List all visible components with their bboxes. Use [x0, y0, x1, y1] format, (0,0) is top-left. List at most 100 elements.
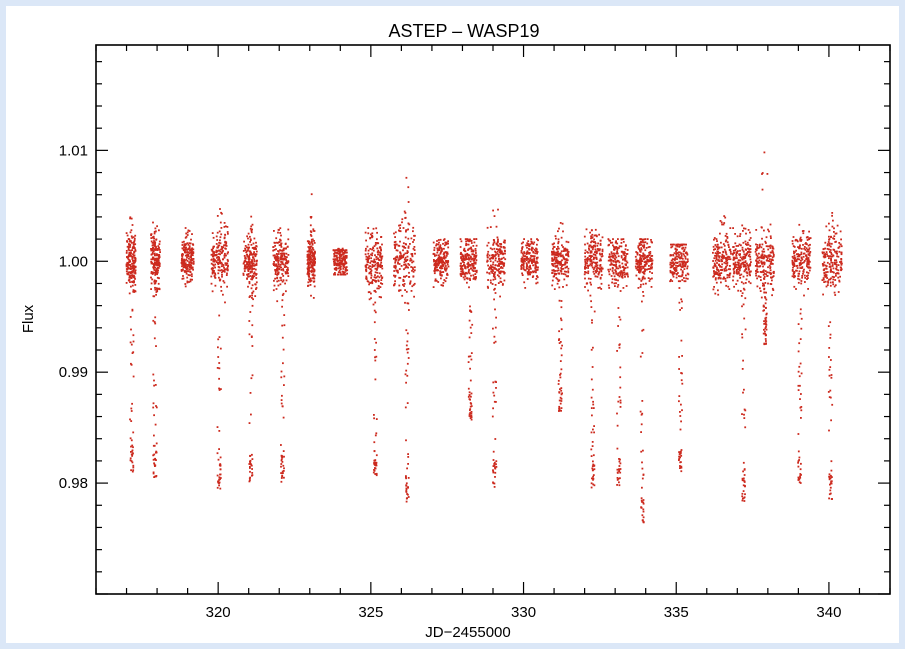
data-point	[712, 275, 715, 278]
data-point	[501, 267, 504, 269]
data-point	[311, 254, 313, 257]
data-point	[153, 252, 156, 255]
data-point	[802, 252, 805, 255]
data-point	[467, 387, 470, 390]
data-point	[594, 244, 596, 247]
night-22-points	[754, 151, 775, 346]
data-point	[223, 281, 226, 284]
data-point	[717, 274, 720, 276]
data-point	[744, 268, 747, 271]
data-point	[399, 240, 401, 243]
data-point	[216, 239, 219, 241]
data-point	[308, 256, 311, 259]
light-curve-chart: ASTEP – WASP19 Flux JD−2455000 320 325 330…	[20, 21, 891, 641]
data-point	[501, 284, 504, 286]
data-point	[492, 257, 495, 260]
data-point	[345, 269, 348, 272]
data-point	[770, 283, 773, 285]
data-point	[673, 252, 676, 255]
data-point	[591, 321, 593, 324]
data-point	[433, 270, 436, 272]
data-point	[446, 263, 449, 266]
data-point	[639, 410, 642, 413]
data-point	[674, 248, 677, 250]
data-point	[278, 268, 281, 271]
data-point	[686, 277, 689, 280]
data-point	[492, 391, 495, 394]
data-point	[249, 470, 251, 473]
data-point	[641, 477, 644, 480]
data-point	[808, 247, 811, 250]
data-point	[771, 256, 774, 259]
data-point	[131, 236, 134, 239]
data-point	[728, 256, 731, 258]
data-point	[586, 251, 589, 253]
data-point	[158, 288, 161, 290]
data-point	[686, 265, 689, 268]
data-point	[552, 269, 555, 271]
data-point	[375, 418, 378, 420]
data-point	[762, 265, 764, 268]
data-point	[494, 466, 496, 469]
data-point	[475, 276, 477, 278]
data-point	[626, 273, 628, 276]
data-point	[364, 264, 367, 267]
data-point	[503, 252, 506, 255]
data-point	[625, 253, 628, 255]
data-point	[493, 400, 496, 403]
data-point	[272, 262, 275, 265]
data-point	[279, 283, 282, 286]
data-point	[713, 272, 716, 274]
data-point	[128, 255, 131, 257]
data-point	[432, 286, 435, 288]
data-point	[497, 238, 499, 241]
data-point	[615, 256, 618, 259]
data-point	[187, 229, 190, 232]
data-point	[405, 264, 407, 267]
data-point	[681, 260, 684, 263]
data-point	[748, 273, 751, 276]
data-point	[396, 256, 399, 259]
data-point	[771, 276, 774, 278]
data-point	[619, 386, 622, 389]
data-point	[769, 235, 772, 238]
data-point	[220, 252, 223, 254]
data-point	[217, 269, 220, 272]
data-point	[728, 276, 731, 279]
data-point	[184, 264, 186, 266]
data-point	[375, 280, 377, 283]
data-point	[681, 300, 683, 303]
data-point	[536, 281, 539, 284]
data-point	[767, 248, 770, 251]
data-point	[687, 260, 689, 263]
data-point	[134, 258, 137, 261]
data-point	[153, 269, 156, 271]
data-point	[311, 267, 314, 270]
data-point	[218, 241, 220, 244]
data-point	[283, 375, 286, 378]
data-point	[643, 265, 645, 268]
data-point	[588, 247, 590, 250]
data-point	[220, 248, 222, 251]
data-point	[129, 231, 132, 234]
data-point	[249, 479, 251, 482]
data-point	[284, 243, 287, 245]
data-point	[639, 258, 641, 261]
data-point	[272, 289, 275, 292]
data-point	[131, 352, 134, 354]
data-point	[250, 243, 253, 246]
data-point	[307, 257, 310, 260]
data-point	[739, 233, 742, 235]
data-point	[768, 271, 770, 274]
data-point	[726, 259, 729, 262]
data-point	[562, 286, 564, 288]
data-point	[741, 479, 744, 482]
data-point	[724, 262, 727, 265]
data-point	[280, 234, 282, 237]
data-point	[503, 239, 506, 242]
data-point	[639, 250, 641, 252]
data-point	[129, 316, 132, 318]
data-point	[214, 266, 216, 269]
data-point	[797, 323, 800, 325]
data-point	[584, 255, 587, 258]
